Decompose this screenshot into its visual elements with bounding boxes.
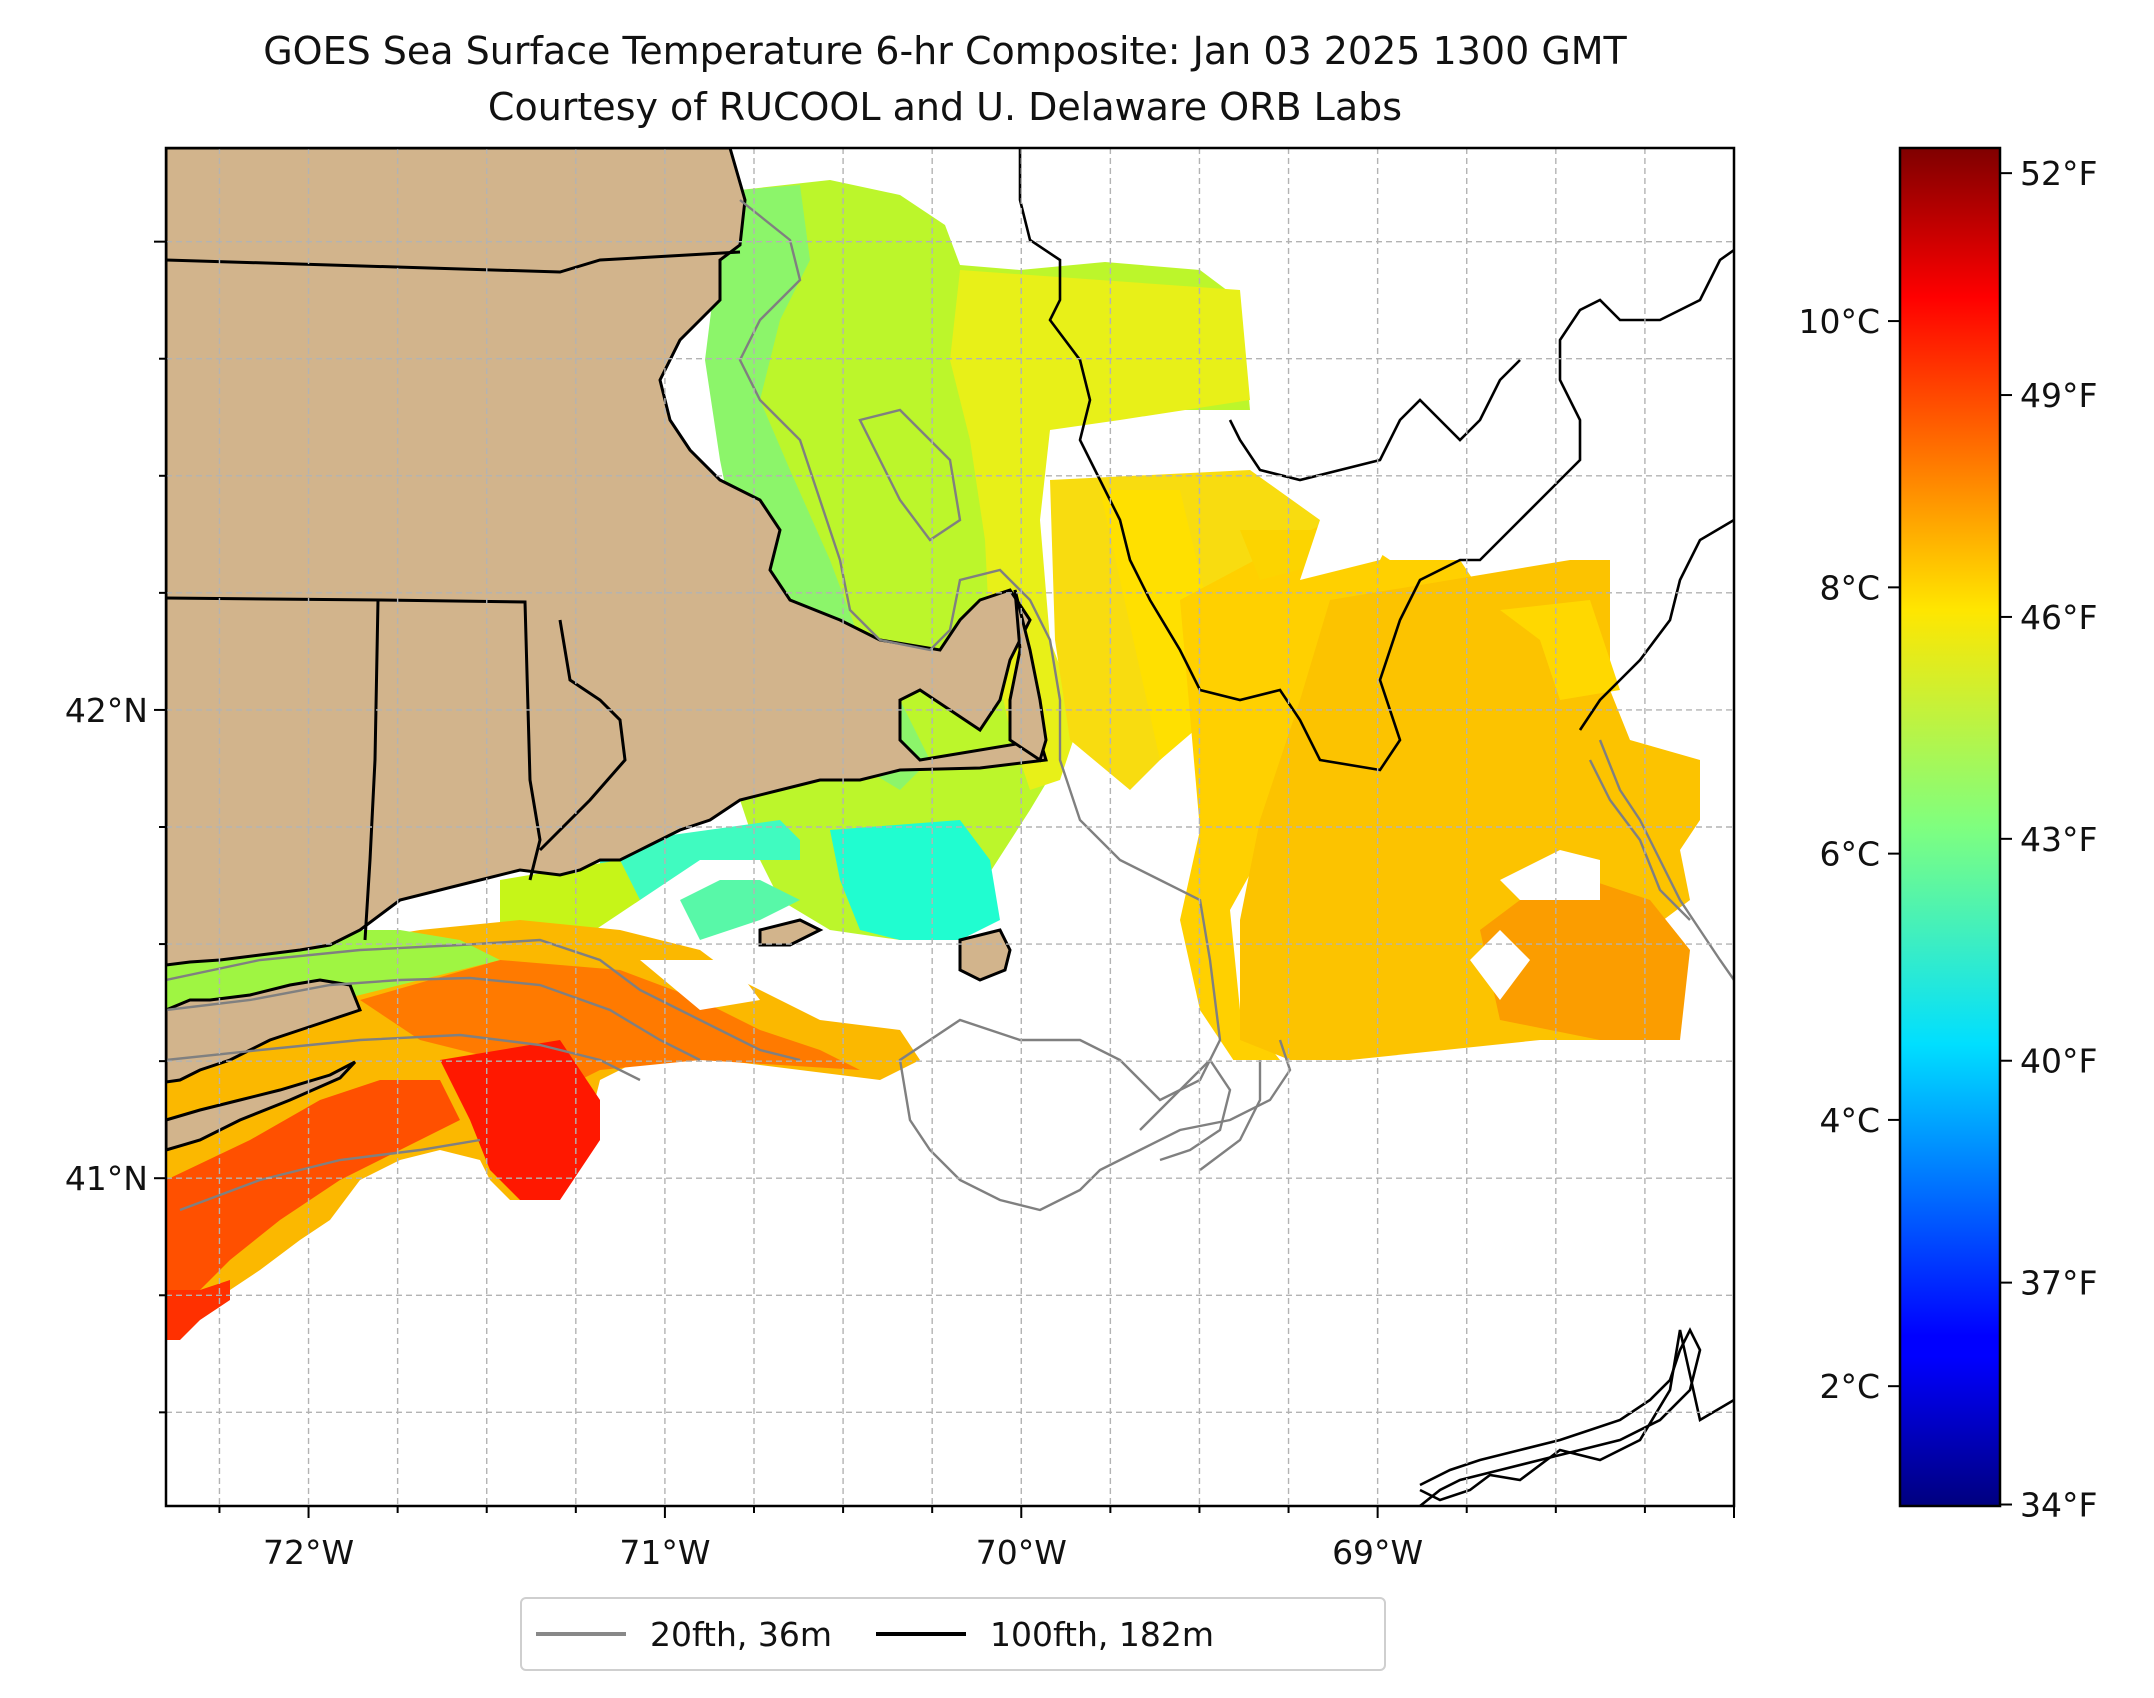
colorbar xyxy=(1898,146,2002,1508)
colorbar-ticks: 2°C 4°C 6°C 8°C 10°C 34°F 37°F 40°F 43°F 46°F 49°F… xyxy=(1798,154,2097,1524)
lon-tick-label: 72°W xyxy=(263,1533,354,1572)
celsius-tick-label: 8°C xyxy=(1819,568,1880,607)
lon-tick-label: 69°W xyxy=(1332,1533,1423,1572)
land-layer xyxy=(166,148,1048,1152)
fahrenheit-tick-label: 49°F xyxy=(2020,376,2097,415)
fahrenheit-tick-label: 52°F xyxy=(2020,154,2097,193)
legend-label-100fth: 100fth, 182m xyxy=(990,1614,1214,1654)
lat-tick-label: 41°N xyxy=(65,1159,148,1198)
map-title: GOES Sea Surface Temperature 6-hr Compos… xyxy=(263,29,1627,73)
isobath-100fth xyxy=(1419,1327,1702,1506)
lon-tick-label: 71°W xyxy=(619,1533,710,1572)
lon-tick-label: 70°W xyxy=(976,1533,1067,1572)
fahrenheit-tick-label: 46°F xyxy=(2020,598,2097,637)
map-area[interactable] xyxy=(166,148,1734,1506)
map-subtitle: Courtesy of RUCOOL and U. Delaware ORB L… xyxy=(487,85,1403,129)
legend-label-20fth: 20fth, 36m xyxy=(650,1614,832,1654)
isobath-legend: 20fth, 36m 100fth, 182m xyxy=(520,1597,1386,1671)
map-axis-ticks: 72°W 71°W 70°W 69°W 42°N 41°N xyxy=(65,240,1735,1572)
legend-item-20fth: 20fth, 36m xyxy=(536,1615,832,1654)
legend-swatch-black-line xyxy=(876,1632,966,1636)
legend-item-100fth: 100fth, 182m xyxy=(876,1615,1214,1654)
isobath-20fth xyxy=(166,199,1734,1212)
celsius-tick-label: 2°C xyxy=(1819,1367,1880,1406)
fahrenheit-tick-label: 34°F xyxy=(2020,1486,2097,1525)
fahrenheit-tick-label: 37°F xyxy=(2020,1264,2097,1303)
map-gridlines xyxy=(166,148,1734,1506)
celsius-tick-label: 6°C xyxy=(1819,835,1880,874)
celsius-tick-label: 10°C xyxy=(1798,302,1880,341)
celsius-tick-label: 4°C xyxy=(1819,1101,1880,1140)
legend-swatch-gray-line xyxy=(536,1632,626,1636)
fahrenheit-tick-label: 43°F xyxy=(2020,820,2097,859)
fahrenheit-tick-label: 40°F xyxy=(2020,1042,2097,1081)
lat-tick-label: 42°N xyxy=(65,691,148,730)
